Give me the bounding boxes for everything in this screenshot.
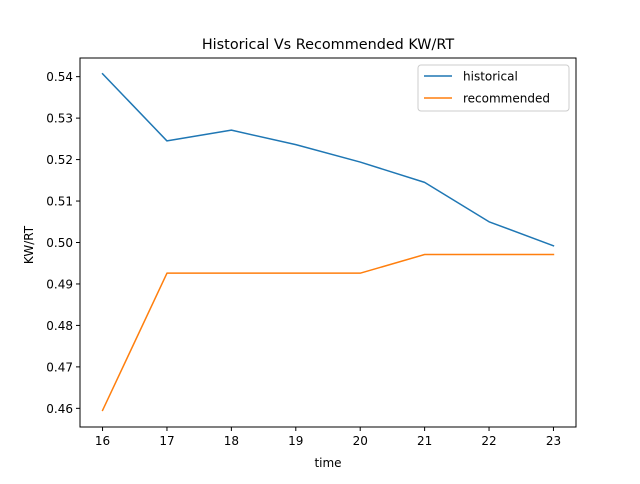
y-tick-label: 0.47 [46,360,73,374]
x-tick-label: 16 [95,434,110,448]
series-lines [101,72,555,412]
x-tick-label: 19 [288,434,303,448]
y-tick-label: 0.48 [46,319,73,333]
chart-title: Historical Vs Recommended KW/RT [202,37,454,53]
legend: historical recommended [417,64,570,112]
y-tick-label: 0.51 [46,195,73,209]
legend-label-historical: historical [463,70,518,84]
x-axis-label: time [314,456,341,470]
x-tick-label: 20 [353,434,368,448]
y-tick-label: 0.52 [46,153,73,167]
y-tick-label: 0.49 [46,277,73,291]
x-tick-label: 18 [224,434,239,448]
legend-box [417,64,570,112]
y-tick-label: 0.53 [46,112,73,126]
series-line-historical [101,72,555,247]
y-tick-label: 0.46 [46,402,73,416]
x-tick-label: 21 [417,434,432,448]
x-tick-label: 23 [546,434,561,448]
x-tick-label: 17 [159,434,174,448]
y-axis-label: KW/RT [22,225,36,264]
axis-ticks: 16 17 18 19 20 21 22 23 0.46 0.47 0.48 0.49 0.50 0.51… [46,70,561,448]
series-line-recommended [101,253,555,412]
legend-label-recommended: recommended [463,92,550,106]
y-tick-label: 0.54 [46,70,73,84]
axes-frame [79,57,577,428]
y-tick-label: 0.50 [46,236,73,250]
x-tick-label: 22 [481,434,496,448]
